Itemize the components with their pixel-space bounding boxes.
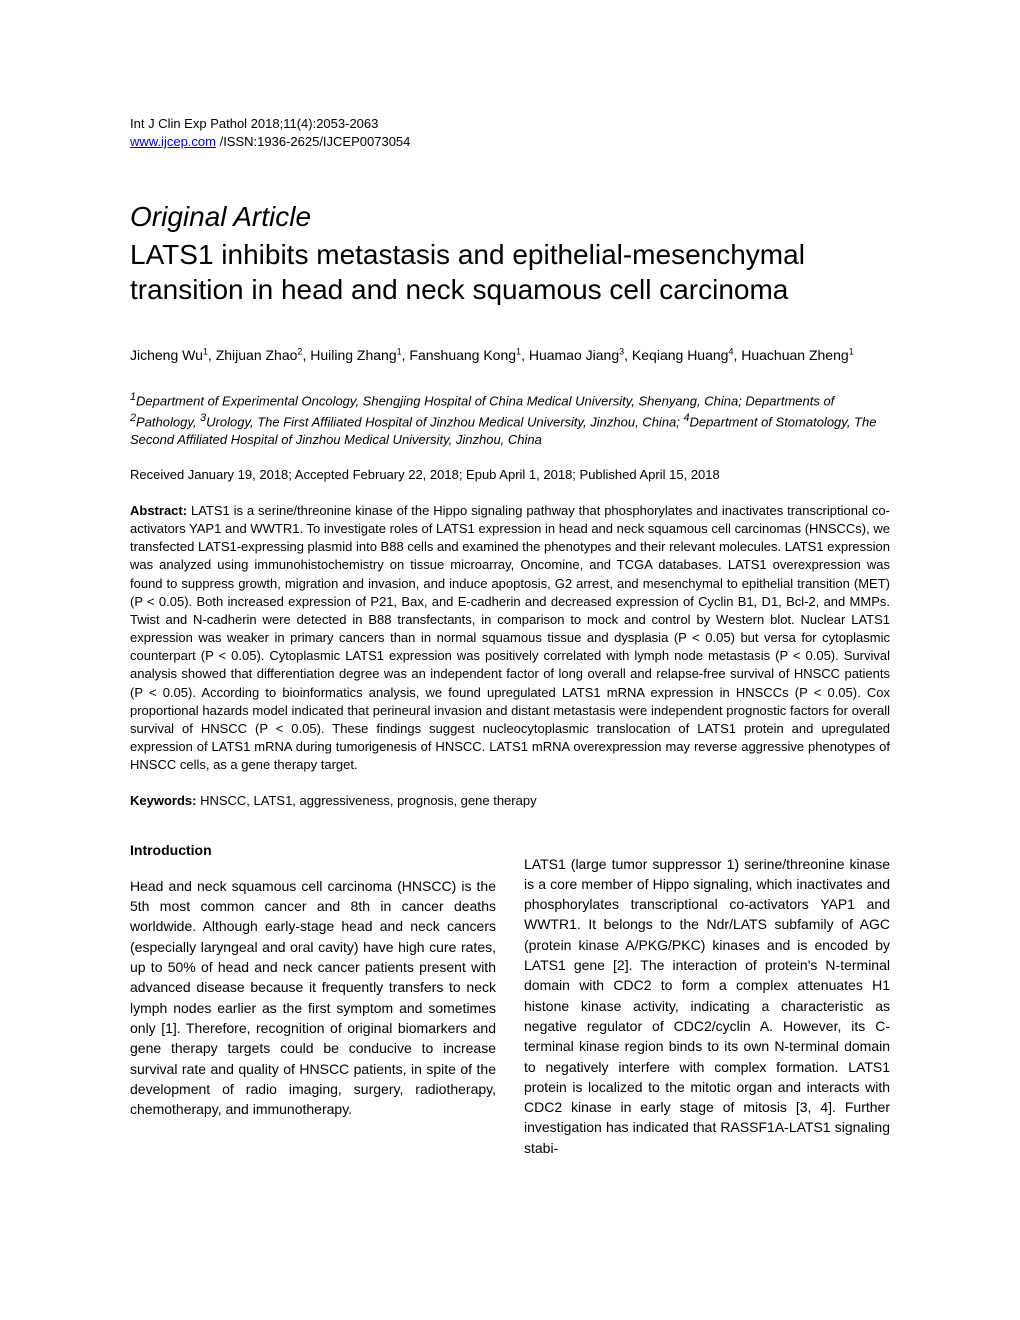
keywords: Keywords: HNSCC, LATS1, aggressiveness, … [130, 793, 890, 808]
journal-url-link[interactable]: www.ijcep.com [130, 134, 216, 149]
journal-header: Int J Clin Exp Pathol 2018;11(4):2053-20… [130, 115, 890, 151]
abstract: Abstract: LATS1 is a serine/threonine ki… [130, 502, 890, 775]
publication-dates: Received January 19, 2018; Accepted Febr… [130, 466, 890, 484]
column-right: LATS1 (large tumor suppressor 1) serine/… [524, 840, 890, 1172]
issn-text: /ISSN:1936-2625/IJCEP0073054 [216, 134, 410, 149]
keywords-label: Keywords: [130, 793, 196, 808]
body-columns: Introduction Head and neck squamous cell… [130, 840, 890, 1172]
journal-citation: Int J Clin Exp Pathol 2018;11(4):2053-20… [130, 116, 378, 131]
intro-paragraph-2: LATS1 (large tumor suppressor 1) serine/… [524, 854, 890, 1158]
column-left: Introduction Head and neck squamous cell… [130, 840, 496, 1172]
authors-list: Jicheng Wu1, Zhijuan Zhao2, Huiling Zhan… [130, 345, 890, 366]
article-type: Original Article [130, 201, 890, 233]
abstract-text: LATS1 is a serine/threonine kinase of th… [130, 503, 890, 773]
article-title: LATS1 inhibits metastasis and epithelial… [130, 237, 890, 307]
keywords-text: HNSCC, LATS1, aggressiveness, prognosis,… [196, 793, 536, 808]
introduction-heading: Introduction [130, 840, 496, 860]
abstract-label: Abstract: [130, 503, 187, 518]
affiliations: 1Department of Experimental Oncology, Sh… [130, 390, 890, 449]
intro-paragraph-1: Head and neck squamous cell carcinoma (H… [130, 876, 496, 1120]
